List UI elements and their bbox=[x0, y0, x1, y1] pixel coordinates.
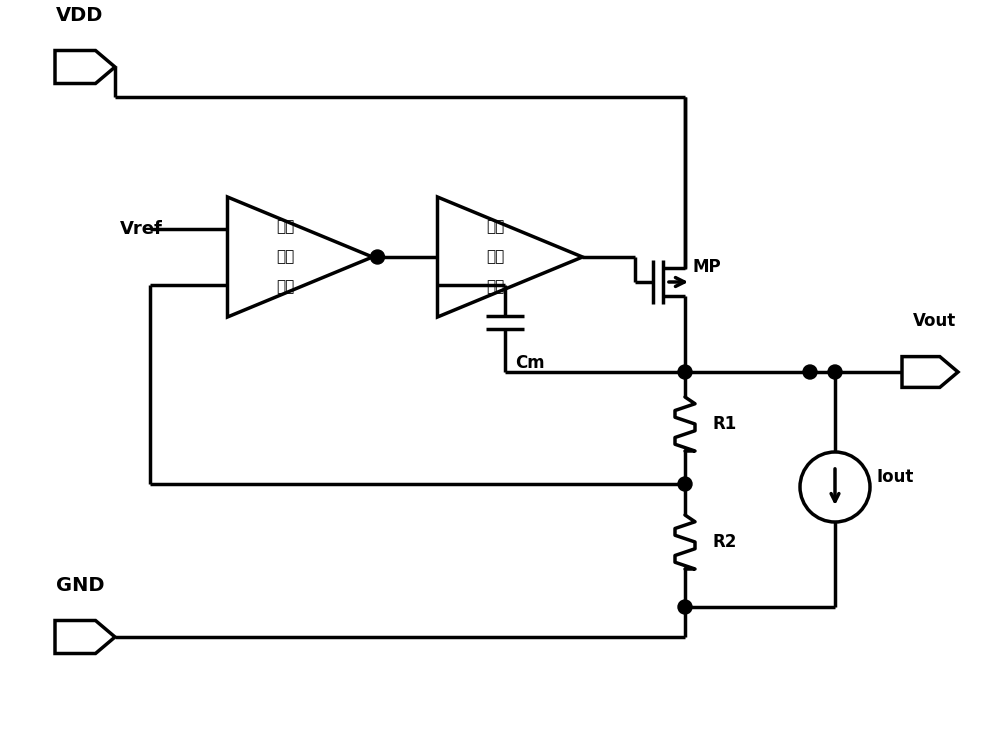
Text: VDD: VDD bbox=[56, 6, 104, 25]
Text: 级放: 级放 bbox=[486, 250, 504, 264]
Text: MP: MP bbox=[693, 258, 722, 276]
Text: 级放: 级放 bbox=[276, 250, 294, 264]
Text: 第一: 第一 bbox=[276, 220, 294, 234]
Text: 大器: 大器 bbox=[276, 280, 294, 294]
Circle shape bbox=[803, 365, 817, 379]
Circle shape bbox=[678, 365, 692, 379]
Text: GND: GND bbox=[56, 576, 104, 595]
Text: R1: R1 bbox=[713, 415, 737, 433]
Text: Iout: Iout bbox=[877, 468, 914, 486]
Circle shape bbox=[678, 600, 692, 614]
Text: R2: R2 bbox=[713, 533, 737, 551]
Text: 第二: 第二 bbox=[486, 220, 504, 234]
Text: Cm: Cm bbox=[515, 354, 545, 372]
Text: Vref: Vref bbox=[120, 220, 163, 238]
Circle shape bbox=[370, 250, 384, 264]
Text: 大器: 大器 bbox=[486, 280, 504, 294]
Circle shape bbox=[678, 477, 692, 491]
Circle shape bbox=[828, 365, 842, 379]
Text: Vout: Vout bbox=[913, 312, 957, 330]
